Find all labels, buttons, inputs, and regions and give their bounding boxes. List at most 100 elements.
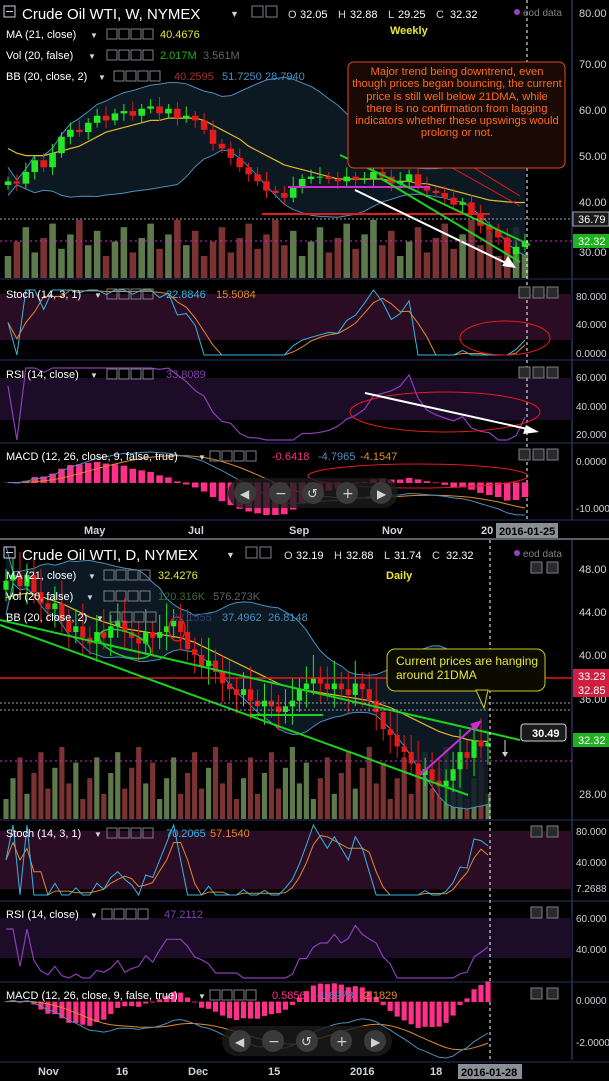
w-rsi-label[interactable]: RSI (14, close) [6, 369, 79, 381]
d-candle-body [233, 689, 240, 695]
d-zoom-controls[interactable]: ◀ − ↺ + ▶ [222, 1026, 392, 1056]
d-vol-label[interactable]: Vol (20, false) [6, 591, 73, 603]
d-legend-tool-icons[interactable] [103, 569, 157, 623]
d-price-48: 48.00 [579, 564, 607, 576]
w-pane-tool-icons[interactable] [106, 288, 257, 462]
d-volume-bar [275, 788, 282, 819]
d-scroll-left-icon[interactable] [229, 1030, 251, 1052]
w-collapse-icon[interactable] [3, 5, 16, 18]
d-pane-window-icons[interactable] [530, 825, 559, 1000]
d-macd-label[interactable]: MACD (12, 26, close, 9, false, true) [6, 990, 178, 1002]
w-scroll-left-icon[interactable] [234, 482, 256, 504]
svg-text:▼[interactable]: ▼ [94, 830, 102, 839]
w-candle-body [494, 230, 502, 238]
w-header-tool-icons[interactable] [251, 5, 278, 18]
d-zoom-out-icon[interactable] [262, 1030, 284, 1052]
d-candle-body [52, 603, 58, 610]
svg-text:▼[interactable]: ▼ [90, 31, 98, 40]
w-pane-window-icons[interactable] [518, 286, 559, 461]
d-title[interactable]: Crude Oil WTI, D, NYMEX [22, 547, 198, 564]
w-candle-body [191, 115, 199, 121]
d-ma-label[interactable]: MA (21, close) [6, 570, 76, 582]
svg-text:▼[interactable]: ▼ [198, 453, 206, 462]
w-title-dropdown-icon[interactable]: ▼ [230, 9, 239, 19]
d-macd-hist-bar [233, 1001, 240, 1021]
w-date-badge: 2016-01-25 [499, 526, 555, 538]
w-zoom-out-icon[interactable] [269, 482, 291, 504]
w-bb-label[interactable]: BB (20, close, 2) [6, 71, 87, 83]
w-title[interactable]: Crude Oil WTI, W, NYMEX [22, 6, 200, 23]
w-macd-hist-bar [58, 468, 65, 483]
d-reset-icon[interactable] [296, 1030, 318, 1052]
d-header-window-icons[interactable] [530, 561, 559, 574]
svg-text:▶: ▶ [377, 487, 387, 501]
d-candle-body [485, 742, 491, 747]
w-candle-body [289, 186, 297, 198]
w-timeframe-label: Weekly [390, 25, 429, 37]
w-ma-label[interactable]: MA (21, close) [6, 29, 76, 41]
d-candle-body [261, 700, 268, 707]
w-x-sep: Sep [289, 525, 309, 537]
w-vol-label[interactable]: Vol (20, false) [6, 50, 73, 62]
d-candle-body [143, 632, 149, 644]
w-bb-value-3: 28.7940 [265, 71, 305, 83]
d-level-label: 30.49 [532, 728, 560, 740]
d-macd-hist-bar [164, 995, 170, 1003]
d-candle-body [94, 632, 100, 644]
d-level-label-bg[interactable] [520, 723, 567, 742]
d-volume-bar [122, 788, 128, 819]
d-volume-bar [296, 783, 302, 819]
d-eod-dot-icon [514, 550, 520, 556]
d-stoch-label[interactable]: Stoch (14, 3, 1) [6, 828, 81, 840]
w-volume-bar [138, 238, 145, 278]
d-volume-bar [185, 773, 191, 819]
d-zoom-in-icon[interactable] [330, 1030, 352, 1052]
w-candle-body [76, 129, 83, 133]
svg-text:▼[interactable]: ▼ [86, 593, 94, 602]
d-macd-hist-bar [240, 1001, 247, 1019]
w-volume-bar [396, 256, 404, 278]
w-macd-hist-bar [102, 463, 110, 483]
d-header-tool-icons[interactable] [245, 546, 272, 559]
w-legend-tool-icons[interactable] [106, 28, 161, 82]
svg-text:O: O [288, 9, 297, 21]
w-candle-body [58, 136, 65, 154]
w-volume-bar [298, 256, 306, 278]
svg-text:▼[interactable]: ▼ [198, 992, 206, 1001]
d-collapse-icon[interactable] [3, 546, 16, 559]
svg-text:▼[interactable]: ▼ [90, 911, 98, 920]
d-x-16: 16 [116, 1066, 128, 1078]
d-bb-label[interactable]: BB (20, close, 2) [6, 612, 87, 624]
w-volume-bar [120, 227, 128, 278]
svg-text:C: C [436, 9, 444, 21]
d-volume-bar [101, 793, 107, 819]
w-volume-bar [521, 252, 529, 278]
w-candle-body [31, 160, 39, 172]
w-stoch-label[interactable]: Stoch (14, 3, 1) [6, 289, 81, 301]
w-zoom-controls[interactable]: ◀ − ↺ + ▶ [228, 478, 398, 508]
d-title-dropdown-icon[interactable]: ▼ [226, 550, 235, 560]
svg-text:▼[interactable]: ▼ [90, 371, 98, 380]
w-price-70: 70.00 [579, 59, 607, 71]
w-candle-body [477, 214, 484, 226]
w-zoom-in-icon[interactable] [336, 482, 358, 504]
svg-text:▼[interactable]: ▼ [96, 614, 104, 623]
d-scroll-right-icon[interactable] [364, 1030, 386, 1052]
w-candle-body [441, 193, 449, 198]
d-macd-hist-bar [471, 989, 477, 1003]
daily-candles [3, 552, 491, 805]
d-pane-tool-icons[interactable] [101, 827, 257, 1001]
svg-text:▼[interactable]: ▼ [98, 73, 106, 82]
w-macd-hist-bar [494, 482, 502, 498]
w-reset-icon[interactable] [302, 482, 324, 504]
svg-text:▼[interactable]: ▼ [88, 572, 96, 581]
svg-text:▼[interactable]: ▼ [88, 52, 96, 61]
svg-text:▼[interactable]: ▼ [94, 291, 102, 300]
d-volume-bar [80, 799, 86, 819]
d-volume-bar [408, 793, 414, 819]
d-bb-value-2: 37.4962 [222, 612, 262, 624]
w-price-30: 30.00 [579, 247, 607, 259]
w-macd-label[interactable]: MACD (12, 26, close, 9, false, true) [6, 451, 178, 463]
d-rsi-label[interactable]: RSI (14, close) [6, 909, 79, 921]
w-scroll-right-icon[interactable] [370, 482, 392, 504]
